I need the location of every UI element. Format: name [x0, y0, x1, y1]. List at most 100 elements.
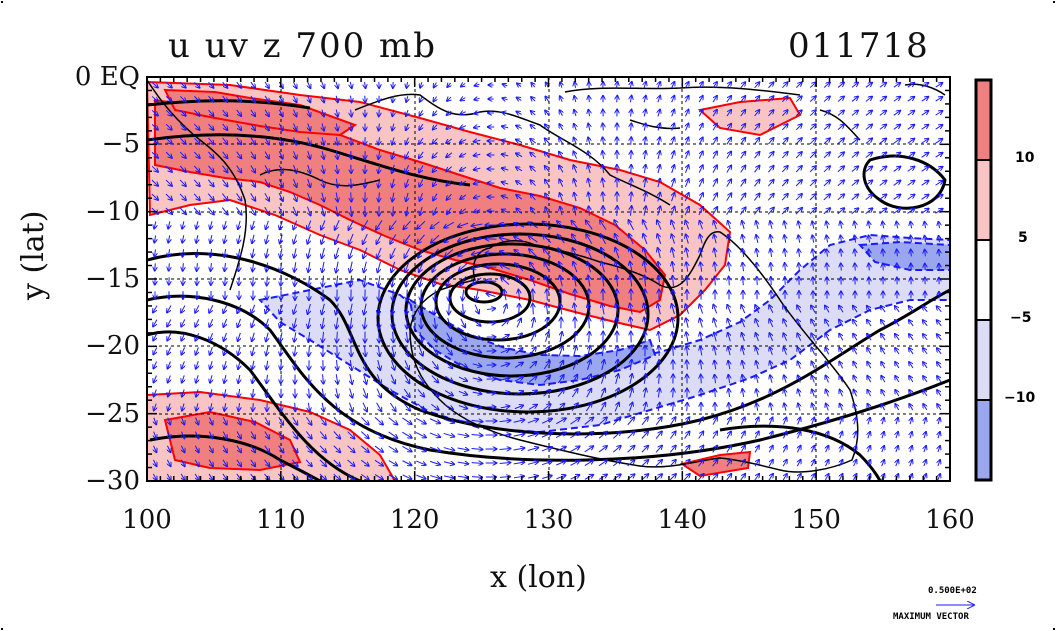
wind-vector-arrow — [379, 109, 380, 117]
wind-vector-arrow — [573, 165, 576, 173]
wind-vector-arrow — [587, 248, 592, 259]
wind-vector-arrow — [222, 95, 228, 102]
wind-vector-arrow — [392, 151, 394, 158]
wind-vector-arrow — [294, 151, 297, 158]
wind-vector-arrow — [543, 235, 552, 244]
wind-vector-arrow — [250, 151, 255, 159]
wind-vector-arrow — [458, 249, 468, 256]
wind-vector-arrow — [392, 275, 394, 287]
wind-vector-arrow — [165, 151, 172, 158]
wind-vector-arrow — [795, 208, 802, 215]
wind-vector-arrow — [687, 403, 688, 412]
colorbar-label-neg10: −10 — [1004, 390, 1036, 406]
wind-vector-arrow — [445, 235, 454, 242]
wind-vector-arrow — [294, 262, 296, 271]
wind-vector-arrow — [433, 275, 438, 286]
wind-vector-arrow — [434, 82, 437, 88]
wind-vector-arrow — [644, 193, 646, 202]
corner-mark-br — [1053, 628, 1055, 630]
wind-vector-arrow — [444, 221, 455, 227]
wind-vector-arrow — [770, 249, 771, 257]
wind-vector-arrow — [879, 194, 887, 200]
wind-vector-arrow — [907, 209, 915, 214]
wind-vector-arrow — [740, 138, 746, 145]
wind-vector-arrow — [449, 289, 450, 301]
wind-vector-arrow — [559, 179, 562, 187]
wind-vector-arrow — [865, 83, 872, 88]
wind-vector-arrow — [615, 234, 620, 245]
wind-vector-arrow — [279, 137, 282, 145]
wind-vector-arrow — [379, 192, 380, 201]
wind-vector-arrow — [264, 95, 269, 102]
wind-vector-arrow — [155, 249, 156, 256]
wind-vector-arrow — [921, 97, 929, 102]
wind-vector-arrow — [336, 109, 337, 117]
wind-vector-arrow — [795, 124, 801, 131]
wind-vector-arrow — [151, 82, 158, 87]
wind-vector-arrow — [392, 178, 394, 187]
wind-vector-arrow — [921, 195, 929, 200]
wind-vector-arrow — [560, 96, 562, 102]
wind-vector-arrow — [658, 179, 660, 188]
wind-vector-arrow — [406, 109, 408, 116]
wind-vector-arrow — [589, 206, 590, 216]
wind-vector-arrow — [882, 222, 883, 229]
wind-vector-arrow — [278, 206, 283, 215]
wind-vector-arrow — [572, 248, 578, 259]
wind-vector-arrow — [514, 250, 524, 257]
wind-vector-arrow — [644, 276, 645, 287]
wind-vector-arrow — [475, 84, 480, 86]
wind-vector-arrow — [781, 194, 788, 201]
wind-vector-arrow — [781, 180, 788, 187]
wind-vector-arrow — [433, 96, 436, 102]
colorbar-label-10: 10 — [1015, 150, 1035, 166]
wind-vector-arrow — [500, 265, 511, 270]
wind-vector-arrow — [500, 251, 511, 256]
wind-vector-arrow — [225, 262, 226, 271]
wind-vector-arrow — [294, 109, 297, 117]
wind-vector-arrow — [406, 275, 408, 287]
wind-vector-arrow — [433, 138, 438, 143]
wind-vector-arrow — [165, 179, 172, 186]
x-tick-label: 110 — [256, 505, 306, 535]
wind-vector-arrow — [630, 206, 631, 216]
wind-vector-arrow — [474, 210, 481, 212]
wind-vector-arrow — [754, 152, 760, 159]
wind-vector-arrow — [673, 389, 674, 398]
wind-vector-arrow — [517, 83, 521, 86]
wind-vector-arrow — [486, 281, 497, 282]
wind-vector-arrow — [823, 180, 830, 187]
wind-vector-arrow — [502, 112, 508, 114]
y-tick-label: 0 EQ — [74, 62, 140, 92]
wind-vector-arrow — [897, 236, 898, 243]
wind-vector-arrow — [671, 221, 676, 230]
wind-vector-arrow — [935, 209, 942, 214]
wind-vector-arrow — [602, 179, 603, 188]
wind-vector-arrow — [250, 179, 255, 186]
wind-vector-arrow — [420, 275, 423, 287]
wind-vector-arrow — [236, 165, 242, 173]
wind-vector-arrow — [672, 151, 675, 159]
colorbar-label-5: 5 — [1018, 230, 1028, 246]
wind-vector-arrow — [264, 81, 269, 88]
wind-vector-arrow — [151, 165, 158, 172]
wind-vector-arrow — [907, 111, 915, 116]
wind-vector-arrow — [294, 137, 297, 144]
wind-vector-arrow — [631, 165, 632, 174]
wind-vector-arrow — [500, 224, 511, 226]
wind-vector-arrow — [208, 123, 214, 130]
wind-vector-arrow — [712, 207, 718, 216]
wind-vector-arrow — [837, 110, 844, 116]
wind-vector-arrow — [517, 98, 522, 101]
wind-vector-arrow — [882, 236, 883, 243]
wind-vector-arrow — [645, 332, 646, 343]
wind-vector-arrow — [365, 81, 366, 88]
wind-vector-arrow — [854, 222, 855, 229]
wind-vector-arrow — [308, 95, 311, 102]
wind-vector-arrow — [644, 110, 646, 117]
wind-vector-arrow — [446, 180, 452, 185]
wind-vector-arrow — [378, 275, 380, 287]
wind-vector-arrow — [500, 238, 511, 241]
wind-vector-arrow — [559, 124, 562, 131]
wind-vector-arrow — [210, 249, 211, 257]
